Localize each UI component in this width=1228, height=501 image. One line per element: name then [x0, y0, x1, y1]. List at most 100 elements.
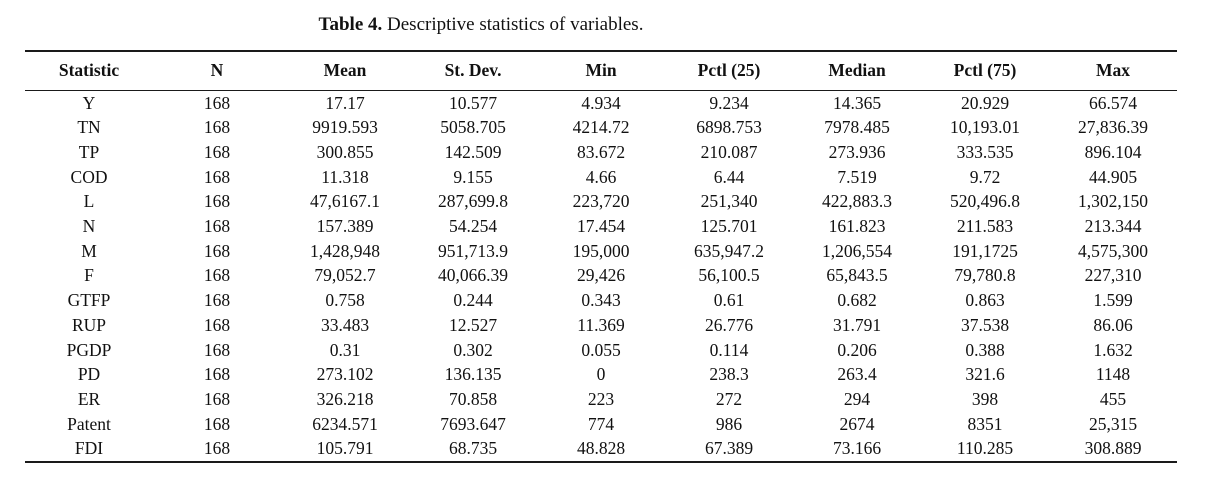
cell-n: 168 [203, 413, 231, 434]
cell-median: 161.823 [828, 216, 886, 237]
cell-pctl-75: 8351 [967, 413, 1003, 434]
cell-statistic: TP [78, 141, 100, 162]
cell-pctl-25: 635,947.2 [694, 240, 764, 261]
header-row: Statistic N Mean St. Dev. Min Pctl (25) … [25, 51, 1177, 91]
cell-statistic: COD [70, 166, 108, 187]
cell-pctl-25: 125.701 [700, 216, 758, 237]
column-header-pctl-25: Pctl (25) [665, 51, 793, 91]
cell-pctl-25: 238.3 [709, 364, 749, 385]
cell-pctl-75: 321.6 [965, 364, 1005, 385]
cell-median: 7.519 [837, 166, 877, 187]
cell-pctl-25: 0.61 [713, 290, 745, 311]
cell-median: 0.682 [837, 290, 877, 311]
cell-min: 0.343 [581, 290, 621, 311]
cell-min: 48.828 [576, 438, 626, 459]
cell-n: 168 [203, 339, 231, 360]
cell-min: 4.66 [585, 166, 617, 187]
cell-median: 31.791 [832, 314, 882, 335]
cell-min: 774 [587, 413, 615, 434]
descriptive-statistics-table: Statistic N Mean St. Dev. Min Pctl (25) … [25, 50, 1177, 464]
table-row: F 168 79,052.7 40,066.39 29,426 56,100.5… [25, 263, 1177, 288]
cell-st-dev: 142.509 [444, 141, 502, 162]
cell-median: 294 [843, 388, 871, 409]
cell-pctl-75: 0.863 [965, 290, 1005, 311]
cell-st-dev: 68.735 [448, 438, 498, 459]
table-row: N 168 157.389 54.254 17.454 125.701 161.… [25, 214, 1177, 239]
cell-n: 168 [203, 141, 231, 162]
cell-n: 168 [203, 166, 231, 187]
cell-st-dev: 951,713.9 [438, 240, 508, 261]
cell-median: 263.4 [837, 364, 877, 385]
cell-n: 168 [203, 314, 231, 335]
cell-pctl-75: 10,193.01 [950, 117, 1020, 138]
cell-mean: 300.855 [316, 141, 374, 162]
cell-st-dev: 5058.705 [440, 117, 506, 138]
table-row: FDI 168 105.791 68.735 48.828 67.389 73.… [25, 436, 1177, 462]
cell-pctl-25: 251,340 [700, 191, 758, 212]
cell-min: 4214.72 [572, 117, 630, 138]
cell-max: 86.06 [1093, 314, 1133, 335]
cell-pctl-75: 37.538 [960, 314, 1010, 335]
cell-mean: 33.483 [320, 314, 370, 335]
cell-max: 227,310 [1084, 265, 1142, 286]
cell-n: 168 [203, 388, 231, 409]
cell-st-dev: 0.302 [453, 339, 493, 360]
column-header-pctl-75: Pctl (75) [921, 51, 1049, 91]
column-header-mean: Mean [281, 51, 409, 91]
cell-statistic: ER [77, 388, 101, 409]
table-row: Patent 168 6234.571 7693.647 774 986 267… [25, 412, 1177, 437]
cell-median: 7978.485 [824, 117, 890, 138]
cell-pctl-25: 986 [715, 413, 743, 434]
cell-max: 66.574 [1088, 92, 1138, 113]
cell-pctl-75: 191,1725 [952, 240, 1018, 261]
cell-mean: 9919.593 [312, 117, 378, 138]
column-header-max: Max [1049, 51, 1177, 91]
cell-max: 1.632 [1093, 339, 1133, 360]
cell-mean: 326.218 [316, 388, 374, 409]
cell-st-dev: 0.244 [453, 290, 493, 311]
table-body: Y 168 17.17 10.577 4.934 9.234 14.365 20… [25, 90, 1177, 462]
table-row: Y 168 17.17 10.577 4.934 9.234 14.365 20… [25, 90, 1177, 115]
table-caption: Table 4. Descriptive statistics of varia… [0, 13, 962, 37]
cell-pctl-25: 0.114 [709, 339, 749, 360]
cell-statistic: Y [82, 92, 96, 113]
cell-min: 17.454 [576, 216, 626, 237]
cell-pctl-75: 211.583 [956, 216, 1014, 237]
cell-mean: 17.17 [325, 92, 365, 113]
cell-mean: 47,6167.1 [310, 191, 380, 212]
cell-median: 273.936 [828, 141, 886, 162]
cell-max: 896.104 [1084, 141, 1142, 162]
cell-mean: 6234.571 [312, 413, 378, 434]
cell-max: 455 [1099, 388, 1127, 409]
cell-min: 223 [587, 388, 615, 409]
table-row: RUP 168 33.483 12.527 11.369 26.776 31.7… [25, 313, 1177, 338]
cell-statistic: FDI [74, 438, 104, 459]
cell-mean: 273.102 [316, 364, 374, 385]
column-header-statistic: Statistic [25, 51, 153, 91]
table-caption-text: Descriptive statistics of variables. [382, 14, 644, 35]
cell-min: 11.369 [577, 314, 625, 335]
cell-statistic: GTFP [67, 290, 111, 311]
cell-pctl-75: 0.388 [965, 339, 1005, 360]
cell-statistic: F [84, 265, 94, 286]
cell-pctl-25: 6898.753 [696, 117, 762, 138]
cell-statistic: RUP [71, 314, 107, 335]
column-header-n: N [153, 51, 281, 91]
cell-statistic: PGDP [66, 339, 112, 360]
table-row: GTFP 168 0.758 0.244 0.343 0.61 0.682 0.… [25, 288, 1177, 313]
cell-median: 0.206 [837, 339, 877, 360]
cell-max: 44.905 [1088, 166, 1138, 187]
cell-pctl-25: 56,100.5 [698, 265, 760, 286]
table-row: ER 168 326.218 70.858 223 272 294 398 45… [25, 387, 1177, 412]
cell-mean: 11.318 [321, 166, 369, 187]
cell-n: 168 [203, 191, 231, 212]
table-row: TN 168 9919.593 5058.705 4214.72 6898.75… [25, 115, 1177, 140]
cell-min: 4.934 [581, 92, 621, 113]
cell-n: 168 [203, 265, 231, 286]
cell-max: 25,315 [1088, 413, 1138, 434]
cell-st-dev: 287,699.8 [438, 191, 508, 212]
cell-statistic: L [83, 191, 95, 212]
cell-mean: 157.389 [316, 216, 374, 237]
cell-n: 168 [203, 216, 231, 237]
